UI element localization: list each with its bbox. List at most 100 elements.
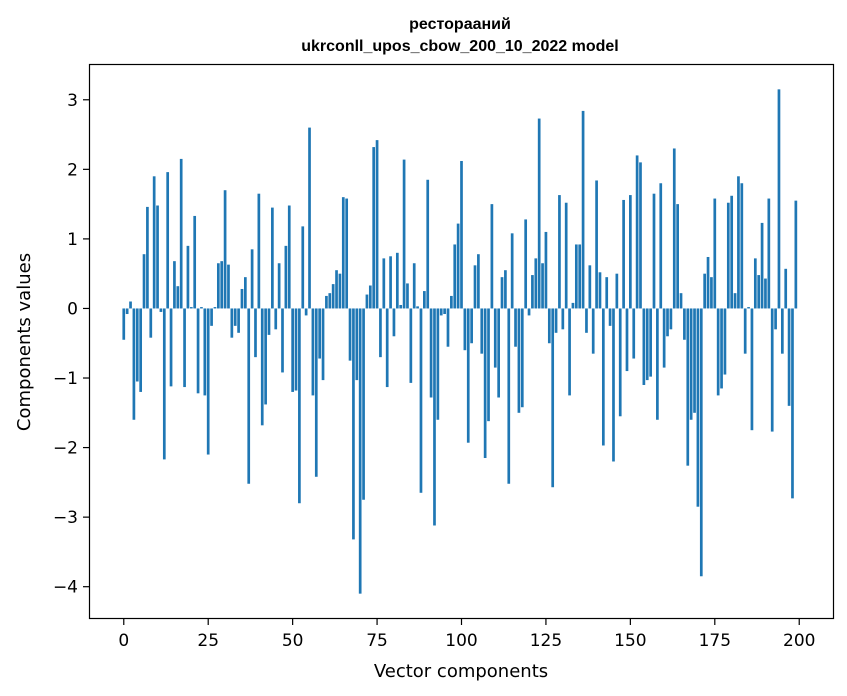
bar-140	[595, 180, 598, 309]
plot-area-frame	[88, 63, 835, 620]
bar-177	[720, 308, 723, 389]
bar-155	[645, 308, 649, 381]
x-tick-label: 75	[366, 631, 388, 651]
x-axis-ticks: 0 25 50 75 100 125 150 175 200	[118, 618, 815, 651]
bar-94	[439, 308, 443, 316]
bar-122	[534, 258, 538, 309]
bar-159	[659, 183, 663, 309]
bar-157	[652, 193, 656, 309]
bar-187	[753, 258, 757, 309]
bar-142	[601, 308, 605, 446]
bar-49	[287, 205, 291, 309]
bar-170	[696, 308, 700, 507]
bar-168	[689, 308, 693, 420]
bar-10	[156, 205, 159, 309]
bar-128	[554, 308, 558, 333]
bar-82	[399, 304, 403, 309]
bar-160	[662, 308, 666, 368]
x-tick-label: 25	[197, 631, 219, 651]
bar-109	[490, 204, 494, 309]
bar-134	[574, 244, 578, 309]
bar-62	[331, 284, 335, 309]
bar-95	[443, 308, 446, 315]
bar-148	[622, 199, 625, 309]
bar-190	[764, 278, 767, 309]
bar-166	[683, 308, 686, 340]
bar-100	[460, 160, 463, 309]
bar-167	[686, 308, 690, 466]
bar-125	[544, 231, 548, 309]
bar-31	[227, 264, 230, 309]
bar-7	[146, 206, 149, 309]
bar-50	[291, 308, 294, 392]
bar-9	[152, 176, 156, 309]
bar-23	[200, 307, 203, 309]
bar-165	[679, 293, 683, 309]
bar-43	[267, 308, 271, 335]
bar-139	[591, 308, 595, 354]
bar-113	[504, 270, 507, 309]
bar-126	[547, 308, 551, 344]
bar-85	[409, 308, 413, 383]
bar-87	[416, 306, 419, 309]
bar-42	[264, 308, 267, 405]
bar-101	[463, 308, 467, 351]
bar-93	[436, 308, 440, 420]
bar-180	[730, 195, 734, 309]
bar-88	[419, 308, 423, 493]
bar-107	[483, 308, 487, 459]
bar-110	[493, 308, 497, 368]
bar-199	[794, 200, 798, 309]
bar-8	[149, 308, 153, 338]
bar-73	[368, 285, 372, 309]
bar-91	[429, 308, 433, 398]
bar-71	[362, 308, 365, 500]
bar-123	[537, 118, 541, 309]
bar-184	[743, 308, 747, 354]
bar-65	[341, 197, 345, 309]
y-axis-ticks: −4 −3 −2 −1 0 1 2 3	[53, 91, 90, 598]
bar-158	[656, 308, 659, 420]
bar-28	[216, 263, 220, 309]
bar-75	[375, 140, 379, 309]
bar-198	[791, 308, 794, 499]
bar-163	[672, 148, 676, 309]
chart-title-line2: ukrconll_upos_cbow_200_10_2022 model	[301, 38, 618, 55]
bar-129	[558, 195, 561, 309]
bar-53	[301, 226, 305, 309]
bar-115	[510, 233, 514, 309]
bar-185	[747, 307, 750, 309]
bar-40	[257, 193, 261, 309]
bar-6	[142, 254, 146, 309]
bar-169	[693, 308, 696, 413]
bar-156	[649, 308, 652, 377]
bar-152	[635, 155, 639, 309]
bar-16	[176, 286, 180, 309]
bar-186	[750, 308, 754, 431]
bar-114	[507, 308, 511, 484]
bar-68	[352, 308, 355, 540]
bar-21	[193, 215, 197, 309]
bar-136	[581, 110, 585, 309]
bar-72	[365, 294, 369, 309]
bar-183	[740, 183, 744, 309]
bar-182	[737, 176, 740, 309]
bar-181	[733, 293, 737, 309]
bar-135	[578, 244, 582, 309]
bar-137	[585, 308, 588, 333]
bar-144	[608, 308, 612, 326]
bar-143	[605, 277, 609, 309]
bar-192	[770, 308, 774, 432]
bar-17	[179, 158, 183, 309]
bar-153	[639, 162, 642, 309]
bar-60	[325, 295, 328, 309]
bar-193	[774, 308, 777, 330]
bar-130	[561, 308, 565, 330]
bar-13	[166, 172, 170, 309]
bar-81	[395, 252, 399, 309]
bar-30	[223, 190, 227, 309]
y-tick-label: 0	[67, 299, 78, 319]
bar-86	[412, 263, 416, 309]
bar-61	[328, 293, 332, 309]
bar-89	[423, 291, 426, 309]
